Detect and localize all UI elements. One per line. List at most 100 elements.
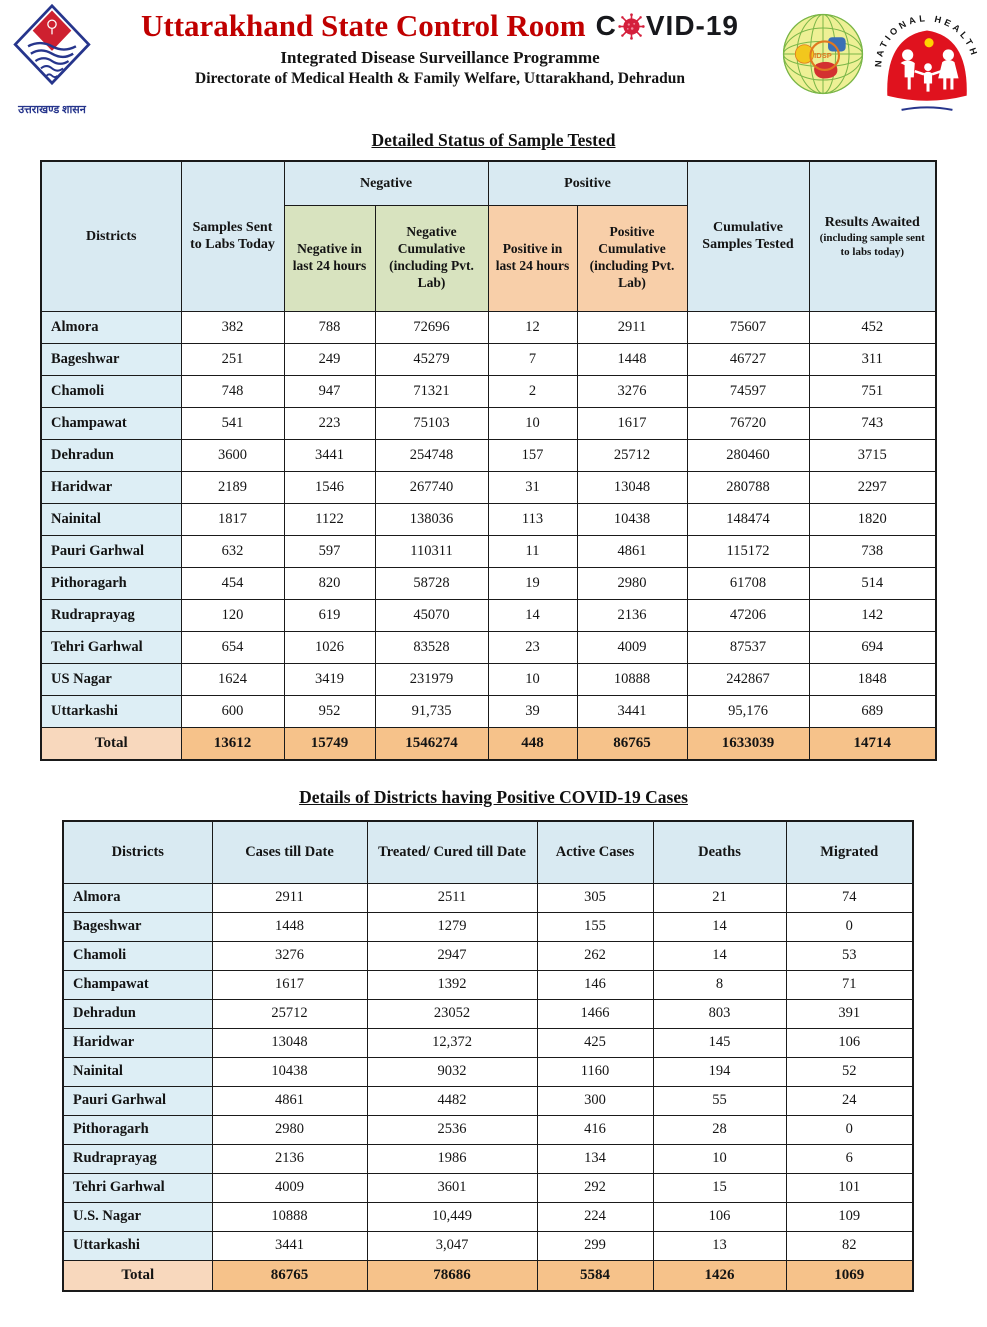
value-cell: 91,735 <box>374 694 489 728</box>
value-cell: 3441 <box>576 694 688 728</box>
coronavirus-icon <box>618 12 645 40</box>
table-row: Bageshwar 1448 1279 155 14 0 <box>62 911 914 942</box>
value-cell: 1546274 <box>374 726 489 761</box>
value-cell: 299 <box>536 1230 654 1261</box>
table-row: Haridwar 2189 1546 267740 31 13048 280788 2297 <box>40 470 937 504</box>
col-header-samples-sent: Samples Sent to Labs Today <box>180 160 285 312</box>
table-row: Pauri Garhwal 4861 4482 300 55 24 <box>62 1085 914 1116</box>
district-name-cell: US Nagar <box>40 662 182 696</box>
value-cell: 448 <box>487 726 578 761</box>
district-name-cell: Uttarkashi <box>40 694 182 728</box>
district-name-cell: Haridwar <box>40 470 182 504</box>
value-cell: 7 <box>487 342 578 376</box>
district-name-cell: Almora <box>62 882 213 913</box>
value-cell: 751 <box>808 374 937 408</box>
table-row: US Nagar 1624 3419 231979 10 10888 242867 1848 <box>40 662 937 696</box>
value-cell: 23052 <box>366 998 538 1029</box>
total-row: Total 86765 78686 5584 1426 1069 <box>62 1259 914 1292</box>
value-cell: 3276 <box>211 940 368 971</box>
district-name-cell: Tehri Garhwal <box>40 630 182 664</box>
value-cell: 24 <box>785 1085 914 1116</box>
nhm-logo: NATIONAL HEALTH MISSION <box>867 0 983 116</box>
value-cell: 10438 <box>211 1056 368 1087</box>
value-cell: 11 <box>487 534 578 568</box>
table-row: Tehri Garhwal 4009 3601 292 15 101 <box>62 1172 914 1203</box>
value-cell: 106 <box>652 1201 787 1232</box>
sample-tested-table: Districts Samples Sent to Labs Today Neg… <box>40 160 937 761</box>
value-cell: 4861 <box>576 534 688 568</box>
value-cell: 31 <box>487 470 578 504</box>
value-cell: 947 <box>283 374 376 408</box>
col-header-districts: Districts <box>40 160 182 312</box>
value-cell: 1448 <box>576 342 688 376</box>
value-cell: 1122 <box>283 502 376 536</box>
value-cell: 10,449 <box>366 1201 538 1232</box>
value-cell: 416 <box>536 1114 654 1145</box>
subtitle-directorate: Directorate of Medical Health & Family W… <box>195 70 685 87</box>
district-name-cell: Dehradun <box>40 438 182 472</box>
col-header-migrated: Migrated <box>785 820 914 884</box>
col-header-districts2: Districts <box>62 820 213 884</box>
value-cell: 106 <box>785 1027 914 1058</box>
table-row: Chamoli 748 947 71321 2 3276 74597 751 <box>40 374 937 408</box>
value-cell: 4009 <box>211 1172 368 1203</box>
value-cell: 145 <box>652 1027 787 1058</box>
sample-tested-table-body: Almora 382 788 72696 12 2911 75607 452 Bageshwar… <box>40 310 937 761</box>
total-label-cell: Total <box>62 1259 213 1292</box>
value-cell: 1546 <box>283 470 376 504</box>
value-cell: 46727 <box>686 342 810 376</box>
table2-title: Details of Districts having Positive COV… <box>299 787 688 807</box>
value-cell: 14 <box>652 911 787 942</box>
idsp-label: IDSP <box>814 51 832 60</box>
value-cell: 5584 <box>536 1259 654 1292</box>
district-name-cell: Tehri Garhwal <box>62 1172 213 1203</box>
table-row: Pithoragarh 2980 2536 416 28 0 <box>62 1114 914 1145</box>
district-name-cell: U.S. Nagar <box>62 1201 213 1232</box>
col-header-cases: Cases till Date <box>211 820 368 884</box>
value-cell: 3600 <box>180 438 285 472</box>
col-group-positive: Positive <box>487 160 688 206</box>
value-cell: 10438 <box>576 502 688 536</box>
value-cell: 134 <box>536 1143 654 1174</box>
value-cell: 2911 <box>211 882 368 913</box>
value-cell: 223 <box>283 406 376 440</box>
value-cell: 1986 <box>366 1143 538 1174</box>
value-cell: 1848 <box>808 662 937 696</box>
positive-cases-table: Districts Cases till Date Treated/ Cured… <box>62 820 914 1292</box>
col-header-positive-cumulative: Positive Cumulative (including Pvt. Lab) <box>576 204 688 312</box>
value-cell: 3601 <box>366 1172 538 1203</box>
district-name-cell: Nainital <box>40 502 182 536</box>
value-cell: 514 <box>808 566 937 600</box>
value-cell: 382 <box>180 310 285 344</box>
district-name-cell: Pauri Garhwal <box>40 534 182 568</box>
value-cell: 6 <box>785 1143 914 1174</box>
district-name-cell: Champawat <box>62 969 213 1000</box>
district-name-cell: Rudraprayag <box>62 1143 213 1174</box>
value-cell: 115172 <box>686 534 810 568</box>
idsp-globe-icon: IDSP <box>782 13 864 95</box>
value-cell: 242867 <box>686 662 810 696</box>
value-cell: 1026 <box>283 630 376 664</box>
value-cell: 4482 <box>366 1085 538 1116</box>
value-cell: 231979 <box>374 662 489 696</box>
uttarakhand-emblem-icon <box>13 3 91 86</box>
value-cell: 1820 <box>808 502 937 536</box>
value-cell: 10 <box>487 406 578 440</box>
value-cell: 3715 <box>808 438 937 472</box>
emblem-caption: उत्तराखण्ड शासन <box>18 104 86 116</box>
value-cell: 148474 <box>686 502 810 536</box>
value-cell: 2911 <box>576 310 688 344</box>
value-cell: 14 <box>487 598 578 632</box>
value-cell: 58728 <box>374 566 489 600</box>
value-cell: 694 <box>808 630 937 664</box>
results-awaited-note: (including sample sent to labs today) <box>819 232 925 258</box>
value-cell: 12,372 <box>366 1027 538 1058</box>
value-cell: 1817 <box>180 502 285 536</box>
table-row: Bageshwar 251 249 45279 7 1448 46727 311 <box>40 342 937 376</box>
value-cell: 454 <box>180 566 285 600</box>
value-cell: 74 <box>785 882 914 913</box>
value-cell: 3441 <box>283 438 376 472</box>
value-cell: 14714 <box>808 726 937 761</box>
value-cell: 305 <box>536 882 654 913</box>
value-cell: 15 <box>652 1172 787 1203</box>
